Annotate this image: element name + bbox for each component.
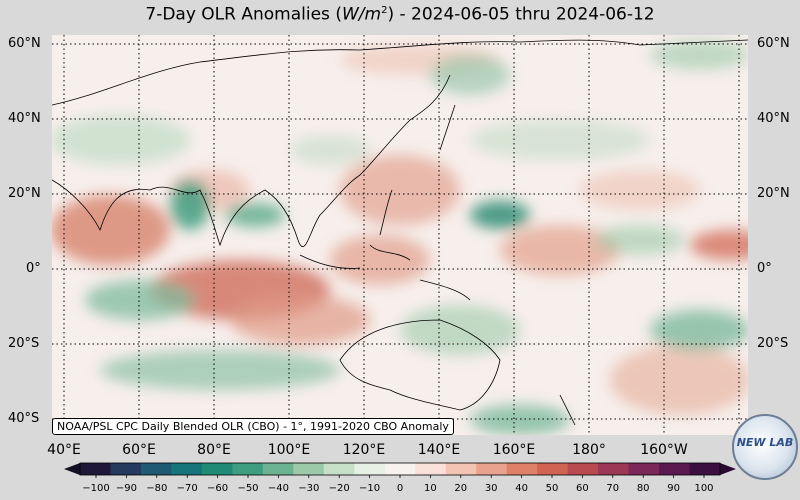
- colorbar-tick-label: −70: [176, 483, 198, 494]
- lon-label-160w: 160°W: [640, 442, 688, 458]
- colorbar-tick-label: −80: [146, 483, 168, 494]
- colorbar-segment: [80, 463, 111, 475]
- colorbar-segment: [140, 463, 172, 475]
- colorbar-segment: [110, 463, 142, 475]
- lat-label-left-40n: 40°N: [8, 111, 41, 126]
- colorbar-max-arrow: [720, 463, 736, 475]
- colorbar-segment: [537, 463, 569, 475]
- colorbar-segment: [293, 463, 325, 475]
- colorbar: [64, 462, 736, 478]
- colorbar-tick-label: 20: [454, 483, 468, 494]
- colorbar-tick-label: 100: [694, 483, 714, 494]
- data-source-credit: NOAA/PSL CPC Daily Blended OLR (CBO) - 1…: [52, 418, 454, 435]
- colorbar-segment: [476, 463, 508, 475]
- colorbar-segment: [506, 463, 538, 475]
- colorbar-segment: [567, 463, 599, 475]
- lat-label-right-60n: 60°N: [757, 36, 790, 51]
- colorbar-tick-label: −40: [267, 483, 289, 494]
- lat-label-left-20n: 20°N: [8, 186, 41, 201]
- coastlines: [52, 39, 748, 426]
- colorbar-tick-label: −30: [298, 483, 320, 494]
- colorbar-segment: [171, 463, 203, 475]
- colorbar-tick-label: −100: [82, 483, 110, 494]
- lon-label-60e: 60°E: [122, 442, 156, 458]
- colorbar-tick-label: 30: [484, 483, 498, 494]
- colorbar-segment: [689, 463, 721, 475]
- colorbar-min-arrow: [64, 463, 80, 475]
- lon-label-80e: 80°E: [197, 442, 231, 458]
- colorbar-segment: [598, 463, 630, 475]
- lab-logo[interactable]: NEW LAB: [732, 414, 798, 480]
- colorbar-tick-label: 80: [636, 483, 650, 494]
- colorbar-tick-label: 60: [576, 483, 589, 494]
- lon-label-100e: 100°E: [267, 442, 311, 458]
- anomaly-field: [52, 40, 748, 435]
- colorbar-tick-label: −10: [359, 483, 381, 494]
- colorbar-segment: [354, 463, 386, 475]
- lat-label-right-eq: 0°: [757, 261, 772, 276]
- colorbar-tick-label: −50: [237, 483, 259, 494]
- colorbar-segment: [384, 463, 416, 475]
- lat-label-right-40n: 40°N: [757, 111, 790, 126]
- colorbar-tick-label: 70: [606, 483, 620, 494]
- lon-label-180: 180°: [572, 442, 606, 458]
- lat-label-left-60n: 60°N: [8, 36, 41, 51]
- colorbar-segment: [232, 463, 264, 475]
- lat-label-left-eq: 0°: [26, 261, 41, 276]
- colorbar-segment: [323, 463, 355, 475]
- colorbar-tick-label: 0: [396, 483, 404, 494]
- colorbar-tick-label: 50: [545, 483, 559, 494]
- lon-label-140e: 140°E: [417, 442, 461, 458]
- colorbar-segment: [659, 463, 691, 475]
- lat-label-right-20s: 20°S: [757, 336, 789, 351]
- colorbar-segment: [201, 463, 233, 475]
- colorbar-segment: [445, 463, 477, 475]
- colorbar-segment: [262, 463, 294, 475]
- colorbar-segment: [628, 463, 660, 475]
- colorbar-tick-label: −90: [115, 483, 137, 494]
- lon-label-40e: 40°E: [47, 442, 81, 458]
- colorbar-segment: [415, 463, 447, 475]
- map-title: 7-Day OLR Anomalies (W/m2) - 2024-06-05 …: [145, 4, 655, 25]
- colorbar-tick-label: 40: [515, 483, 528, 494]
- logo-text: NEW LAB: [736, 436, 794, 449]
- colorbar-tick-label: −60: [207, 483, 229, 494]
- lon-label-120e: 120°E: [342, 442, 386, 458]
- colorbar-tick-label: −20: [328, 483, 350, 494]
- lat-label-left-20s: 20°S: [8, 336, 40, 351]
- lon-label-160e: 160°E: [492, 442, 536, 458]
- lat-label-right-20n: 20°N: [757, 186, 790, 201]
- colorbar-tick-label: 90: [667, 483, 680, 494]
- lat-label-left-40s: 40°S: [8, 411, 40, 426]
- colorbar-tick-label: 10: [424, 483, 437, 494]
